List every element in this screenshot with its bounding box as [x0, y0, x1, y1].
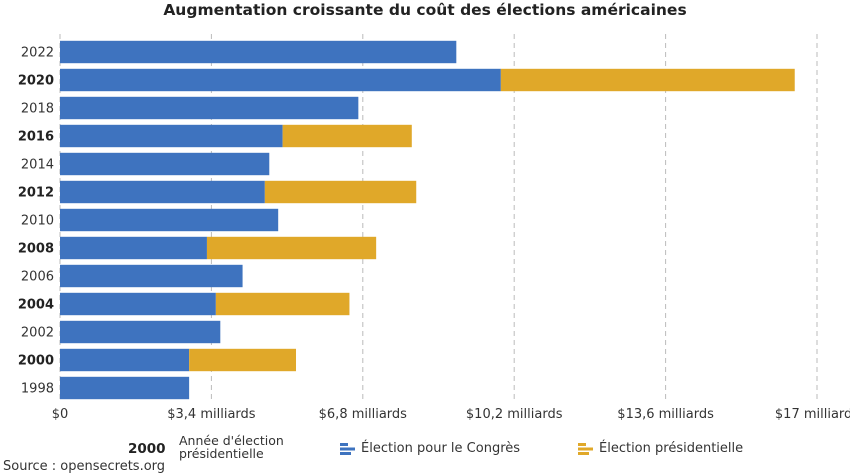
- y-tick-label: 1998: [21, 382, 54, 397]
- bar-presidential: [215, 292, 350, 316]
- y-tick-label: 2010: [21, 214, 54, 229]
- x-tick-label: $13,6 milliards: [617, 407, 714, 422]
- y-tick-label: 2020: [18, 74, 54, 89]
- bar-presidential: [282, 124, 412, 148]
- x-tick-label: $17 milliards: [775, 407, 850, 422]
- bar-congress: [60, 292, 216, 316]
- y-tick-label: 2014: [21, 158, 54, 173]
- bar-congress: [60, 376, 190, 400]
- legend-item-presidential: Élection présidentielle: [578, 441, 743, 456]
- y-tick-label: 2006: [21, 270, 54, 285]
- x-tick-label: $10,2 milliards: [466, 407, 563, 422]
- bar-presidential: [189, 348, 297, 372]
- chart-title: Augmentation croissante du coût des élec…: [163, 1, 687, 19]
- bar-congress: [60, 180, 265, 204]
- bar-presidential: [264, 180, 417, 204]
- bar-congress: [60, 208, 279, 232]
- y-tick-label: 2016: [18, 130, 54, 145]
- bar-congress: [60, 264, 243, 288]
- legend: 2000 Année d'élection présidentielle Éle…: [0, 434, 850, 464]
- bar-presidential: [500, 68, 795, 92]
- y-tick-label: 2012: [18, 186, 54, 201]
- y-tick-label: 2002: [21, 326, 54, 341]
- y-tick-label: 2018: [21, 102, 54, 117]
- bar-congress: [60, 124, 283, 148]
- chart-plot: 2022 2020 2018 2016 2014 2012 2010 2008 2006 2004…: [18, 34, 850, 422]
- bar-congress: [60, 348, 190, 372]
- legend-year-example: 2000: [128, 441, 166, 457]
- bar-congress: [60, 40, 457, 64]
- bar-chart-icon: [340, 442, 355, 455]
- legend-label-congress: Élection pour le Congrès: [361, 441, 521, 456]
- bar-congress: [60, 68, 501, 92]
- y-tick-label: 2004: [18, 298, 54, 313]
- x-tick-label: $6,8 milliards: [319, 407, 408, 422]
- x-tick-label: $3,4 milliards: [167, 407, 256, 422]
- y-tick-label: 2000: [18, 354, 54, 369]
- y-tick-label: 2022: [21, 46, 54, 61]
- x-tick-label: $0: [52, 407, 69, 422]
- y-tick-label: 2008: [18, 242, 54, 257]
- bar-chart-icon: [578, 442, 593, 455]
- legend-label-presidential: Élection présidentielle: [599, 441, 744, 456]
- bar-congress: [60, 96, 359, 120]
- bar-congress: [60, 152, 270, 176]
- bar-congress: [60, 320, 221, 344]
- source-note: Source : opensecrets.org: [3, 459, 166, 474]
- bar-presidential: [206, 236, 377, 260]
- legend-item-congress: Élection pour le Congrès: [340, 441, 520, 456]
- bar-congress: [60, 236, 207, 260]
- legend-year-text: Année d'élection présidentielle: [179, 433, 284, 461]
